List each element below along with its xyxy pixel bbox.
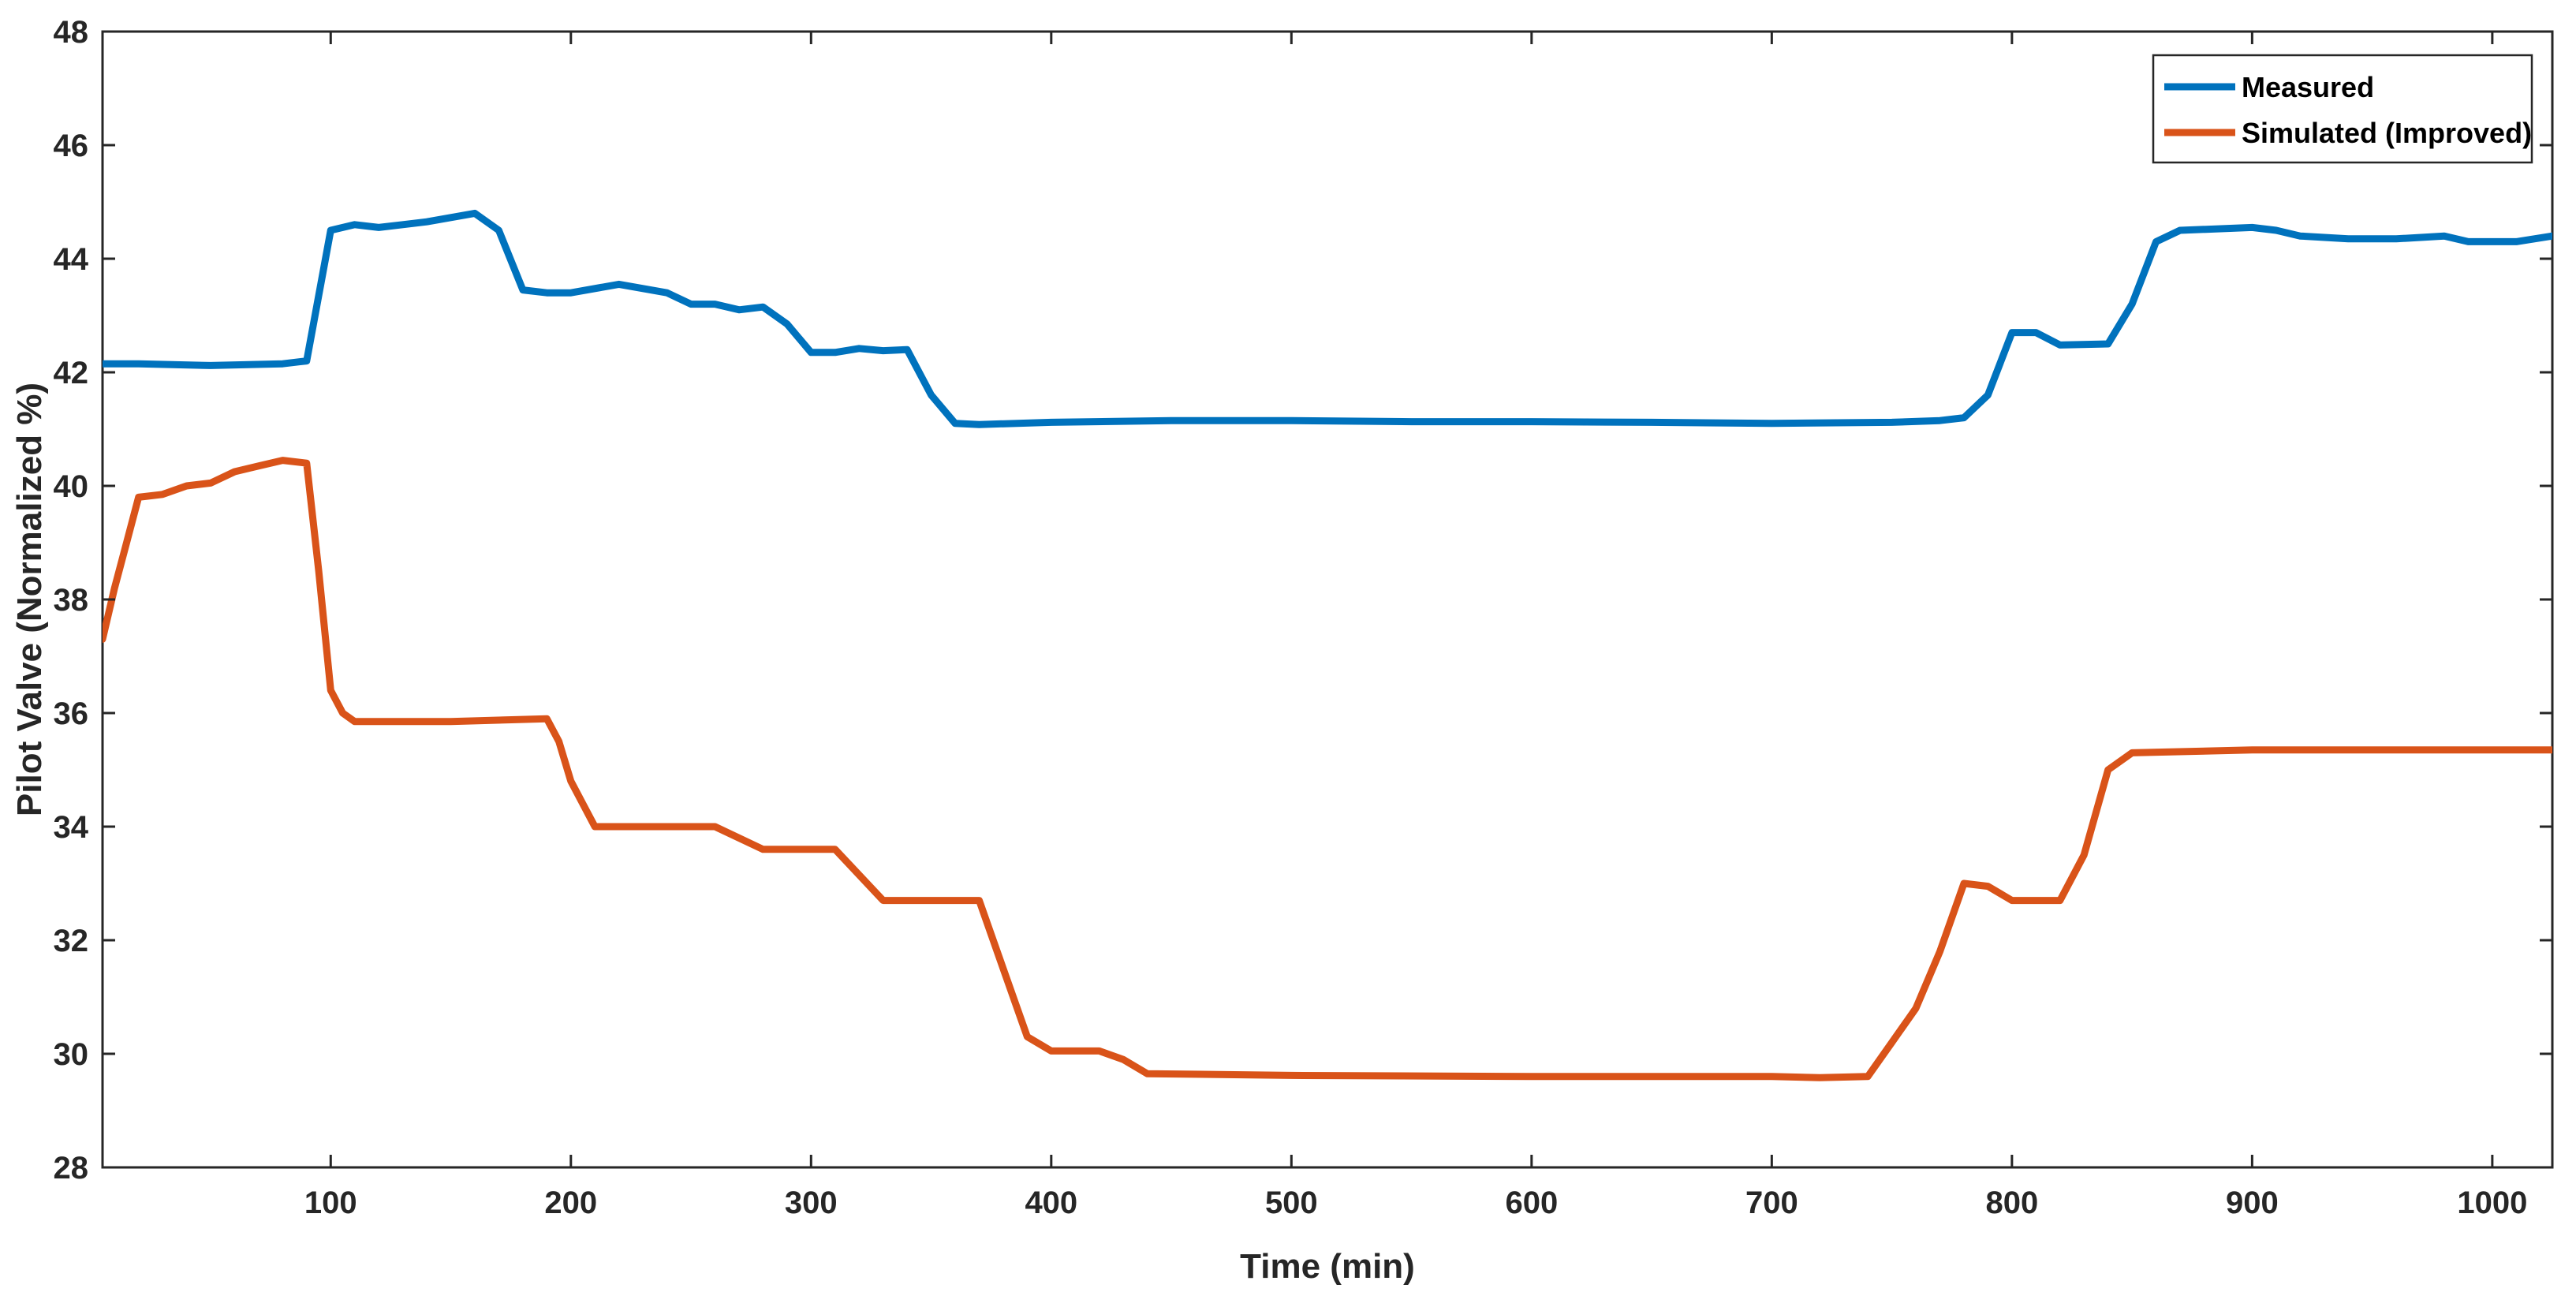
plot-frame [101,30,2554,1169]
y-tick-label: 38 [54,583,89,618]
x-tick-label: 200 [544,1186,597,1220]
axes-layer: 100 200 300 400 500 600 700 800 900 1000 28 30 32 34 3… [54,15,2552,1220]
x-tick-label: 1000 [2457,1186,2527,1220]
y-tick-label: 44 [54,242,89,277]
series-line-simulated [103,457,2552,1081]
y-tick-label: 42 [54,356,89,390]
x-tick-label: 500 [1265,1186,1318,1220]
x-tick-label: 600 [1505,1186,1558,1220]
y-tick-label: 36 [54,696,89,731]
x-tick-label: 700 [1745,1186,1798,1220]
plot-area [101,30,2554,1169]
x-tick-label: 800 [1985,1186,2038,1220]
series-layer [103,209,2552,1081]
y-tick-label: 48 [54,15,89,50]
y-axis-label: Pilot Valve (Normalized %) [10,383,49,816]
legend-label: Measured [2242,71,2374,103]
y-tick-label: 30 [54,1037,89,1072]
y-tick-label: 40 [54,469,89,504]
y-tick-label: 32 [54,924,89,958]
legend: Measured Simulated (Improved) [2152,54,2533,164]
y-tick-label: 34 [54,810,89,845]
x-tick-label: 300 [785,1186,838,1220]
x-tick-label: 100 [304,1186,357,1220]
legend-label: Simulated (Improved) [2242,117,2532,149]
y-tick-label: 46 [54,129,89,163]
legend-box [2152,54,2533,164]
x-tick-label: 400 [1025,1186,1077,1220]
series-line-measured [103,209,2552,428]
x-axis-label: Time (min) [1240,1247,1415,1286]
x-tick-label: 900 [2226,1186,2279,1220]
y-tick-label: 28 [54,1151,89,1186]
